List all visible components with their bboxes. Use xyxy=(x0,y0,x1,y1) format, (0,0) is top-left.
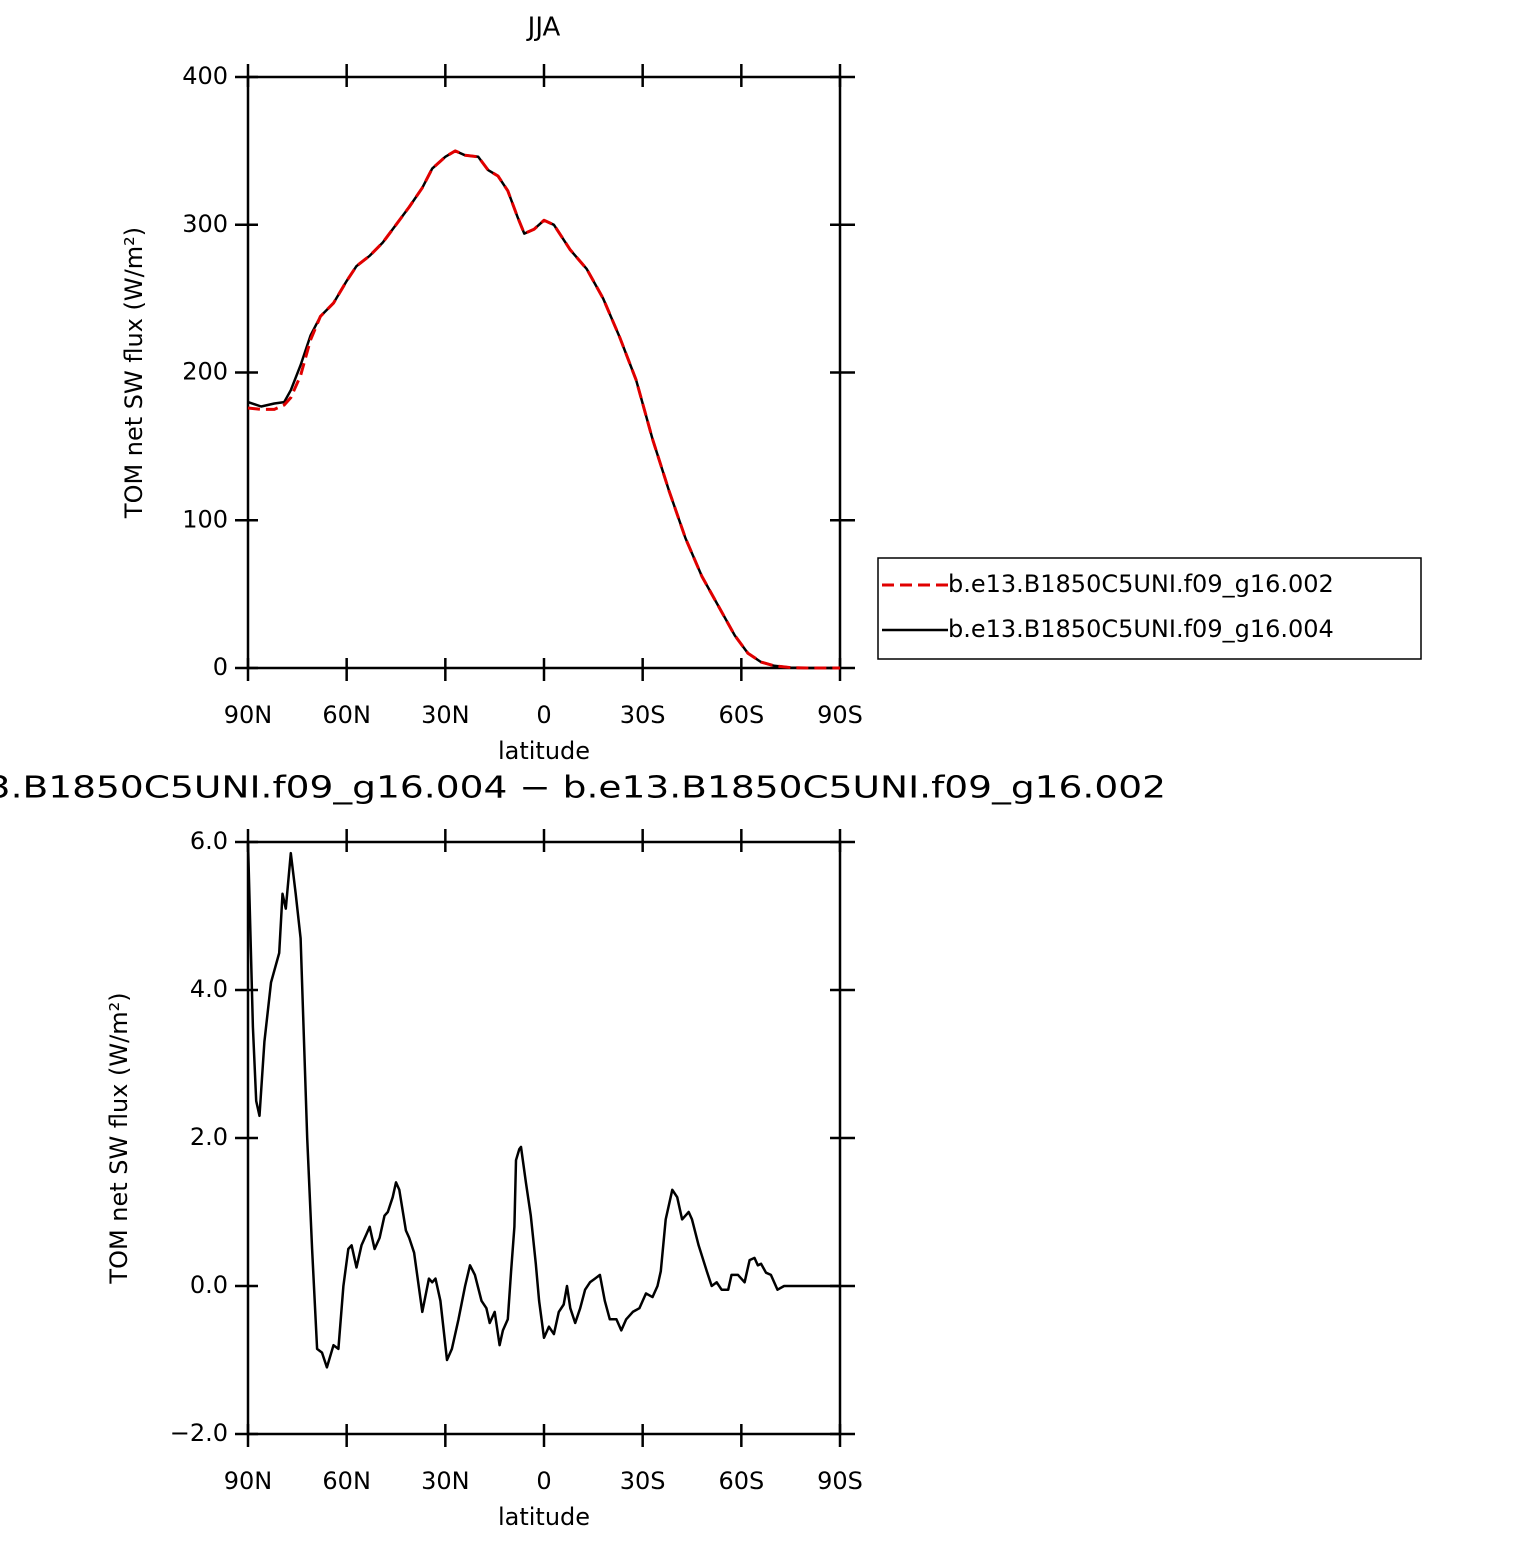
x-axis-label: latitude xyxy=(498,737,590,765)
x-tick-label: 60N xyxy=(322,701,371,729)
x-tick-label: 60S xyxy=(718,1467,764,1495)
x-tick-label: 90S xyxy=(817,1467,863,1495)
y-axis-label: TOM net SW flux (W/m²) xyxy=(105,992,133,1284)
x-tick-label: 60N xyxy=(322,1467,371,1495)
x-tick-label: 90S xyxy=(817,701,863,729)
y-tick-label: 200 xyxy=(182,358,228,386)
y-tick-label: 0.0 xyxy=(190,1271,228,1299)
data-line xyxy=(247,149,840,670)
x-tick-label: 30S xyxy=(620,1467,666,1495)
y-tick-label: 6.0 xyxy=(190,827,228,855)
y-tick-label: −2.0 xyxy=(170,1419,228,1447)
y-tick-label: 0 xyxy=(213,653,228,681)
y-tick-label: 400 xyxy=(182,62,228,90)
x-tick-label: 0 xyxy=(536,701,551,729)
legend-label: b.e13.B1850C5UNI.f09_g16.002 xyxy=(948,570,1334,598)
x-tick-label: 90N xyxy=(224,1467,273,1495)
x-tick-label: 30N xyxy=(421,701,470,729)
x-tick-label: 90N xyxy=(224,701,273,729)
legend-label: b.e13.B1850C5UNI.f09_g16.004 xyxy=(948,615,1334,643)
y-tick-label: 300 xyxy=(182,210,228,238)
x-tick-label: 60S xyxy=(718,701,764,729)
plot-frame xyxy=(246,75,842,670)
x-axis-label: latitude xyxy=(498,1503,590,1531)
y-tick-label: 4.0 xyxy=(190,975,228,1003)
y-tick-label: 2.0 xyxy=(190,1123,228,1151)
x-tick-label: 30N xyxy=(421,1467,470,1495)
chart-title: JJA xyxy=(526,13,561,43)
y-axis-label: TOM net SW flux (W/m²) xyxy=(120,227,148,519)
y-tick-label: 100 xyxy=(182,505,228,533)
chart-title: b.e13.B1850C5UNI.f09_g16.004 − b.e13.B18… xyxy=(0,771,1166,806)
x-tick-label: 0 xyxy=(536,1467,551,1495)
plot-frame xyxy=(246,840,842,1436)
data-line xyxy=(246,841,840,1369)
data-line xyxy=(247,149,840,670)
legend-box xyxy=(877,557,1422,660)
x-tick-label: 30S xyxy=(620,701,666,729)
